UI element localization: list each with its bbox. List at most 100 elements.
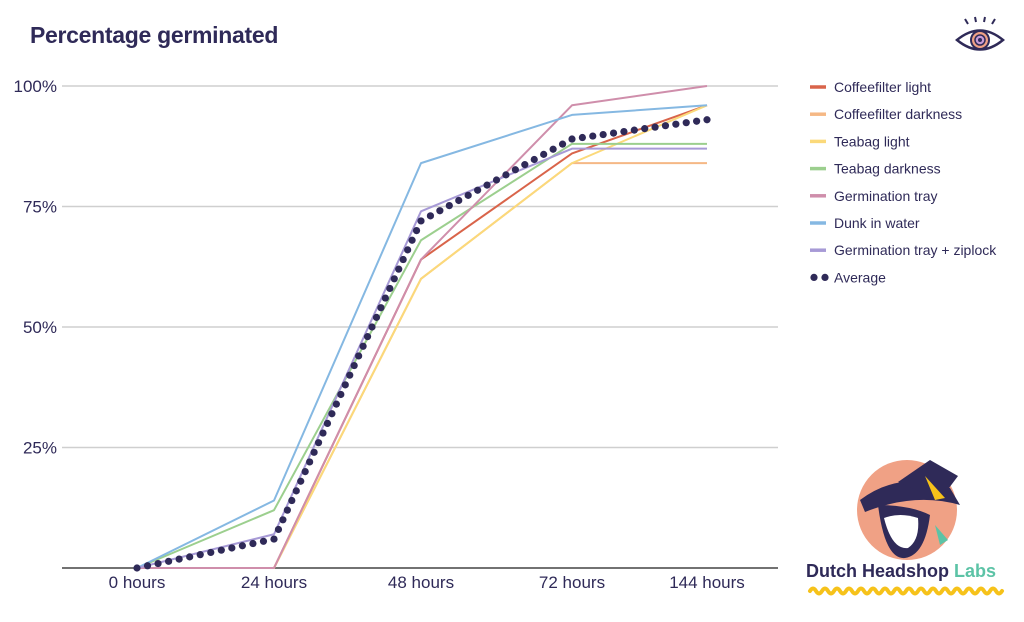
average-dot xyxy=(502,171,510,179)
average-dot xyxy=(319,429,327,437)
legend-label: Coffeefilter light xyxy=(834,79,931,95)
average-dot xyxy=(540,150,548,158)
average-dot xyxy=(455,196,463,205)
average-dot xyxy=(464,191,472,199)
average-dot xyxy=(530,155,538,164)
average-dot xyxy=(274,525,283,534)
average-dot xyxy=(568,135,576,143)
average-dot xyxy=(368,323,376,331)
average-dot xyxy=(390,275,398,283)
y-tick-label: 25% xyxy=(23,439,57,458)
average-dot xyxy=(483,181,491,189)
average-dot xyxy=(355,352,363,360)
average-dot xyxy=(641,125,649,133)
average-dot xyxy=(341,381,349,389)
brand-wave xyxy=(808,586,1004,596)
series-line-1 xyxy=(137,104,708,569)
average-dot xyxy=(143,562,152,570)
average-dot xyxy=(404,246,412,254)
average-dot xyxy=(154,559,162,568)
average-dot xyxy=(363,333,372,341)
average-dot xyxy=(609,129,618,137)
axes: 25% 50% 75% 100% 0 hours 24 hours 48 hours 72 h… xyxy=(14,77,778,592)
x-tick-label: 144 hours xyxy=(669,573,745,592)
brand-name: Dutch Headshop Labs xyxy=(806,561,996,582)
average-dot xyxy=(217,546,225,554)
grid-lines xyxy=(62,85,778,449)
average-dot xyxy=(386,284,394,293)
average-dot xyxy=(417,217,425,225)
chart-title: Percentage germinated xyxy=(30,22,279,48)
legend-item: Germination tray + ziplock xyxy=(810,242,997,258)
average-dot xyxy=(445,201,453,210)
x-tick-label: 72 hours xyxy=(539,573,605,592)
series-line-6 xyxy=(136,104,708,569)
average-dot xyxy=(661,122,670,130)
average-dot xyxy=(259,537,268,545)
average-dot xyxy=(436,207,444,215)
average-dot xyxy=(521,161,529,169)
legend-label: Coffeefilter darkness xyxy=(834,106,962,122)
average-dot xyxy=(474,186,482,194)
brand-name-main: Dutch Headshop xyxy=(806,561,950,581)
average-dot xyxy=(165,557,173,565)
average-dot xyxy=(511,166,519,174)
average-dot xyxy=(283,506,291,514)
x-tick-label: 48 hours xyxy=(388,573,454,592)
y-tick-label: 50% xyxy=(23,318,57,337)
brand-name-accent: Labs xyxy=(954,561,997,581)
eye-icon xyxy=(955,16,1005,51)
legend-item: Average xyxy=(810,269,886,285)
x-tick-label: 24 hours xyxy=(241,573,307,592)
average-dot xyxy=(175,555,183,563)
average-dot xyxy=(328,410,336,418)
series-average xyxy=(133,116,711,572)
legend-item: Teabag light xyxy=(810,133,910,149)
average-dot xyxy=(346,371,354,379)
average-dot xyxy=(672,120,680,128)
series-line-5 xyxy=(137,85,708,569)
average-dot xyxy=(651,123,659,131)
legend-swatch xyxy=(810,273,818,281)
y-tick-label: 75% xyxy=(23,198,57,217)
average-dot xyxy=(249,539,257,548)
legend-item: Coffeefilter darkness xyxy=(810,106,962,122)
average-dot xyxy=(350,361,358,370)
average-dot xyxy=(682,119,690,127)
average-dot xyxy=(301,468,309,476)
average-dot xyxy=(381,294,389,302)
average-dot xyxy=(599,130,607,139)
y-tick-label: 100% xyxy=(14,77,57,96)
average-dot xyxy=(426,212,435,220)
average-dot xyxy=(297,477,305,485)
x-tick-label: 0 hours xyxy=(109,573,166,592)
average-dot xyxy=(337,390,345,399)
average-dot xyxy=(288,496,296,505)
legend-item: Teabag darkness xyxy=(810,161,941,177)
average-dot xyxy=(412,227,421,235)
average-dot xyxy=(323,419,332,427)
average-dot xyxy=(630,126,638,134)
average-dot xyxy=(186,553,194,561)
series-line-7 xyxy=(136,147,707,569)
series-line-3 xyxy=(137,104,708,569)
legend-label: Teabag darkness xyxy=(834,161,941,177)
average-dot xyxy=(359,342,367,350)
average-dot xyxy=(196,551,204,559)
average-dot xyxy=(377,304,385,312)
average-dot xyxy=(693,117,701,125)
legend-label: Teabag light xyxy=(834,133,910,149)
legend-label: Dunk in water xyxy=(834,215,920,231)
average-dot xyxy=(310,448,318,456)
legend-label: Germination tray xyxy=(834,188,937,204)
wizard-mascot-logo xyxy=(857,460,960,560)
legend-item: Dunk in water xyxy=(810,215,920,231)
average-dot xyxy=(372,313,381,321)
average-dot xyxy=(306,458,314,466)
average-dot xyxy=(279,516,287,524)
average-dot xyxy=(399,255,407,264)
average-dot xyxy=(703,116,711,124)
average-dot xyxy=(270,535,278,543)
legend-swatch xyxy=(821,273,829,281)
